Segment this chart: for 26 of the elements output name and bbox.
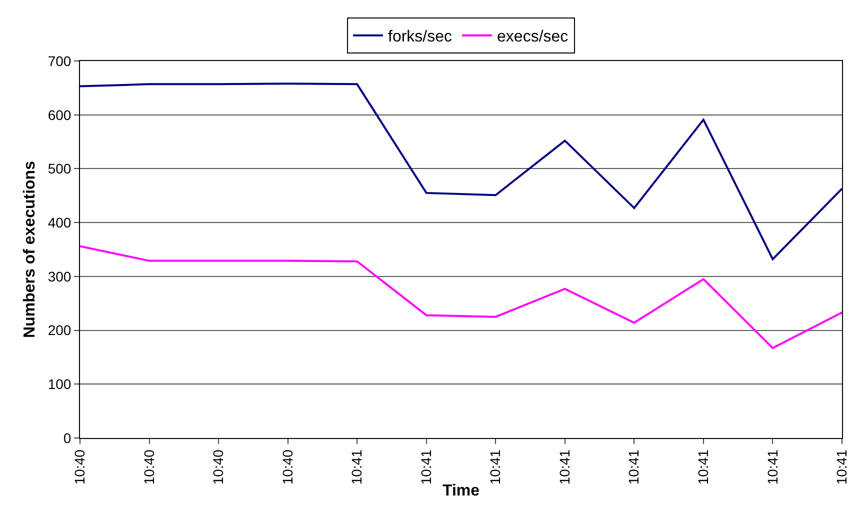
- x-tick-label: 10:41: [348, 449, 365, 485]
- legend-label: forks/sec: [388, 28, 452, 46]
- x-tick-label: 10:41: [834, 449, 850, 485]
- y-tick-label: 600: [48, 106, 72, 123]
- legend-label: execs/sec: [497, 28, 568, 46]
- x-tick-label: 10:41: [764, 449, 780, 485]
- y-tick-label: 0: [63, 430, 72, 446]
- line-series: [80, 245, 842, 350]
- y-axis-title: Numbers of executions: [22, 160, 39, 338]
- y-tick-label: 500: [48, 160, 72, 177]
- line-series: [80, 82, 842, 260]
- x-tick-label: 10:40: [279, 449, 296, 485]
- x-tick-label: 10:40: [210, 449, 226, 485]
- x-tick-label: 10:41: [695, 449, 711, 485]
- x-tick-label: 10:41: [626, 449, 642, 485]
- y-tick-label: 700: [48, 52, 72, 69]
- y-tick-label: 300: [48, 268, 72, 284]
- x-tick-label: 10:41: [418, 449, 434, 485]
- x-tick-label: 10:41: [556, 449, 572, 485]
- x-tick-label: 10:40: [72, 449, 88, 485]
- x-axis-title: Time: [442, 482, 480, 500]
- x-tick-label: 10:40: [140, 449, 157, 485]
- y-tick-label: 200: [48, 322, 72, 338]
- x-tick-label: 10:41: [487, 449, 504, 485]
- y-tick-label: 400: [48, 214, 72, 230]
- y-tick-label: 100: [48, 376, 72, 392]
